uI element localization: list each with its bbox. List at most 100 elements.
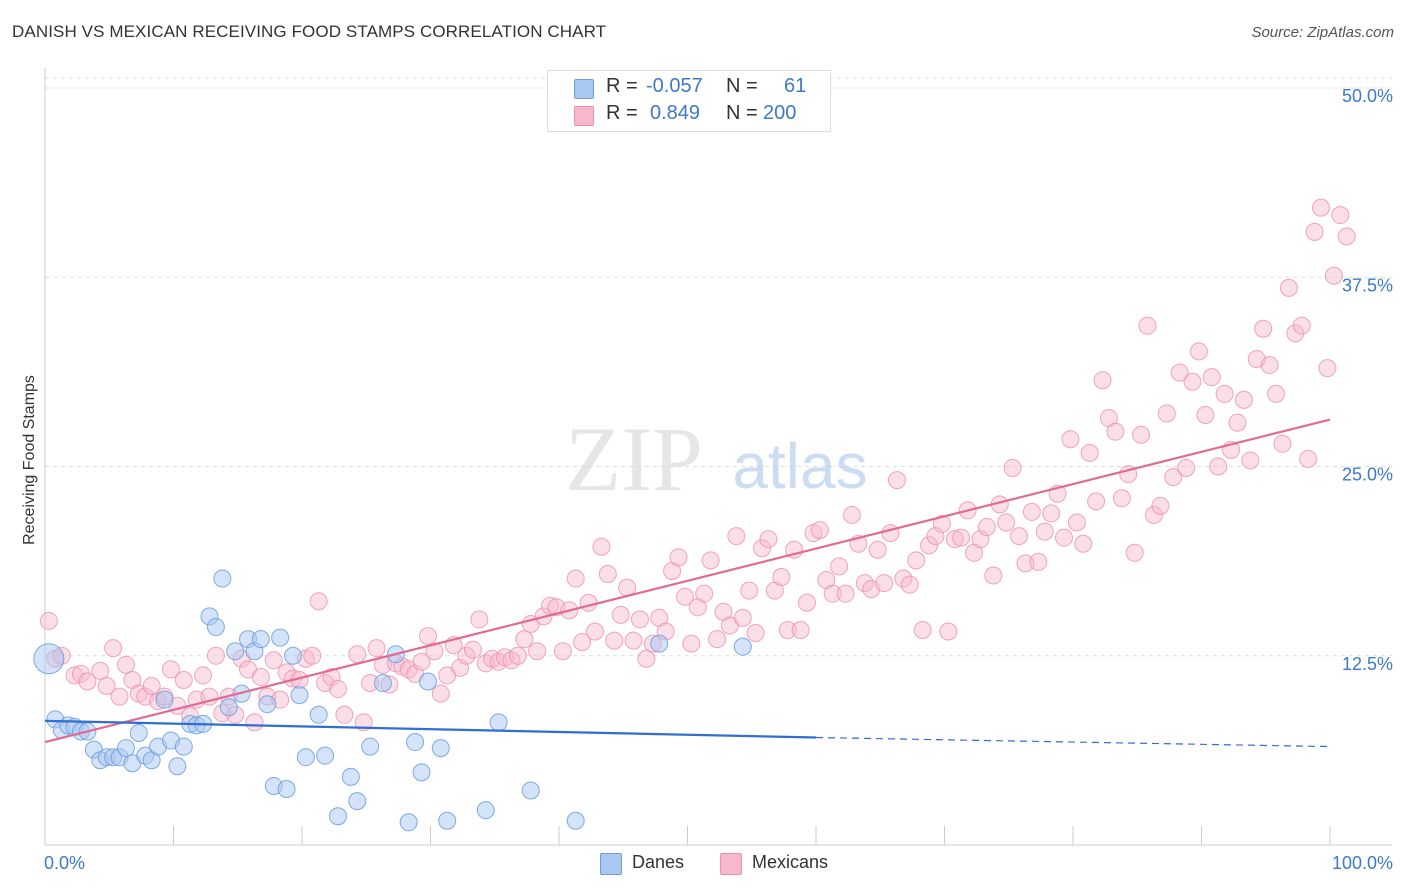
mexicans-point — [791, 621, 810, 640]
mexicans-point — [1273, 434, 1292, 453]
source-label: Source: ZipAtlas.com — [1251, 24, 1394, 41]
mexicans-point — [573, 633, 592, 652]
mexicans-point — [489, 652, 508, 671]
mexicans-point — [682, 634, 701, 653]
mexicans-point — [887, 471, 906, 490]
mexicans-point — [1202, 368, 1221, 387]
danes-point — [226, 642, 245, 661]
mexicans-point — [1189, 342, 1208, 361]
mexicans-point — [630, 610, 649, 629]
mexicans-point — [1074, 534, 1093, 553]
mexicans-n-label: N = — [726, 102, 758, 124]
danes-point — [309, 705, 328, 724]
mexicans-point — [528, 642, 547, 661]
mexicans-point — [605, 631, 624, 650]
mexicans-point — [71, 664, 90, 683]
mexicans-point — [1138, 316, 1157, 335]
mexicans-point — [476, 654, 495, 673]
danes-point — [650, 634, 669, 653]
danes-point — [733, 637, 752, 656]
mexicans-point — [1177, 459, 1196, 478]
mexicans-point — [920, 536, 939, 555]
mexicans-point — [701, 551, 720, 570]
mexicans-point — [945, 530, 964, 549]
mexicans-point — [1144, 505, 1163, 524]
mexicans-point — [830, 557, 849, 576]
mexicans-n-value: 200 — [763, 102, 797, 124]
mexicans-point — [508, 646, 527, 665]
danes-point — [328, 807, 347, 826]
mexicans-point — [836, 584, 855, 603]
mexicans-point — [637, 649, 656, 668]
mexicans-point — [97, 677, 116, 696]
danes-point — [348, 792, 367, 811]
mexicans-point — [669, 548, 688, 567]
legend-row-danes: R = -0.057 N = 61 — [548, 75, 830, 101]
gridlines — [45, 77, 1392, 657]
mexicans-point — [900, 575, 919, 594]
mexicans-point — [110, 687, 129, 706]
danes-point — [129, 723, 148, 742]
danes-point — [316, 746, 335, 765]
mexicans-point — [675, 587, 694, 606]
danes-point — [277, 779, 296, 798]
mexicans-point — [78, 672, 97, 691]
mexicans-point — [881, 524, 900, 543]
mexicans-point — [1035, 522, 1054, 541]
mexicans-point — [695, 584, 714, 603]
mexicans-point — [1241, 451, 1260, 470]
mexicans-point — [868, 540, 887, 559]
mexicans-point — [875, 574, 894, 593]
mexicans-point — [515, 630, 534, 649]
danes-point — [33, 643, 65, 675]
mexicans-point — [39, 611, 58, 630]
danes-point — [155, 690, 174, 709]
mexicans-point — [1305, 222, 1324, 241]
mexicans-point — [1183, 372, 1202, 391]
danes-point — [566, 811, 585, 830]
danes-r-label: R = — [606, 75, 638, 97]
mexicans-point — [264, 651, 283, 670]
mexicans-point — [913, 621, 932, 640]
mexicans-point — [579, 593, 598, 612]
danes-point — [296, 748, 315, 767]
mexicans-point — [463, 640, 482, 659]
axes — [44, 68, 1392, 846]
danes-point — [258, 695, 277, 714]
mexicans-point — [592, 537, 611, 556]
mexicans-point — [566, 569, 585, 588]
mexicans-point — [502, 651, 521, 670]
danes-points — [33, 569, 752, 832]
x-tick-label-min: 0.0% — [44, 853, 85, 873]
mexicans-point — [1164, 468, 1183, 487]
mexicans-trend-line — [44, 418, 1331, 744]
danes-point — [476, 801, 495, 820]
mexicans-point — [1067, 513, 1086, 532]
tick-labels: 12.5% 25.0% 37.5% 50.0% 0.0% 100.0% — [44, 86, 1393, 873]
mexicans-legend-label: Mexicans — [752, 852, 829, 872]
mexicans-point — [1331, 206, 1350, 225]
mexicans-point — [1292, 316, 1311, 335]
mexicans-point — [772, 568, 791, 587]
mexicans-point — [997, 513, 1016, 532]
danes-point — [399, 813, 418, 832]
mexicans-point — [1234, 390, 1253, 409]
mexicans-point — [1132, 425, 1151, 444]
mexicans-point — [431, 684, 450, 703]
mexicans-point — [1029, 552, 1048, 571]
mexicans-point — [1279, 278, 1298, 297]
mexicans-point — [142, 677, 161, 696]
danes-r-value: -0.057 — [646, 75, 703, 97]
mexicans-point — [1061, 430, 1080, 449]
trend-lines — [44, 418, 1331, 748]
danes-point — [418, 672, 437, 691]
mexicans-point — [116, 655, 135, 674]
mexicans-point — [1286, 324, 1305, 343]
mexicans-point — [348, 645, 367, 664]
mexicans-point — [708, 630, 727, 649]
mexicans-point — [174, 670, 193, 689]
mexicans-point — [598, 564, 617, 583]
mexicans-point — [1196, 406, 1215, 425]
mexicans-point — [740, 581, 759, 600]
